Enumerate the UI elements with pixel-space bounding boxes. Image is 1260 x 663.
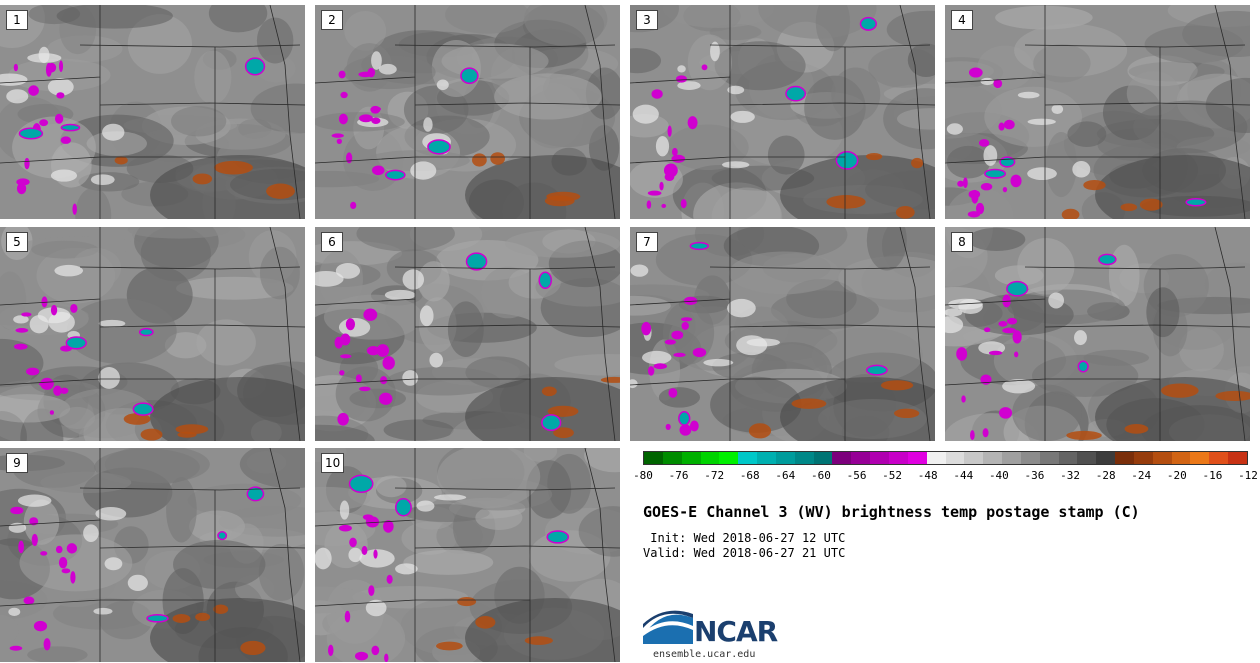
colorbar-tick: -68 [739,469,760,482]
colorbar-segment [1171,452,1191,464]
colorbar-tick: -24 [1131,469,1152,482]
map-panel: 9 [0,448,305,662]
colorbar-segment [832,452,852,464]
colorbar-segment [738,452,758,464]
map-panel: 5 [0,227,305,441]
panel-number-label: 4 [951,10,973,30]
water-vapor-map [0,5,305,219]
colorbar-segment [794,452,814,464]
map-panel: 10 [315,448,620,662]
colorbar-segment [719,452,739,464]
colorbar-tick: -16 [1202,469,1223,482]
colorbar-segment [775,452,795,464]
panel-number-label: 5 [6,232,28,252]
colorbar-tick-labels: -80 -76 -72 -68 -64 -60 -56 -52 -48 -44 -40 -36 -32 -… [633,469,1258,483]
colorbar-tick: -56 [846,469,867,482]
colorbar-segment [983,452,1003,464]
water-vapor-map [315,5,620,219]
colorbar-segment [1058,452,1078,464]
colorbar-tick: -60 [811,469,831,482]
ncar-logo: NCAR ensemble.ucar.edu [643,606,803,662]
panel-number-label: 9 [6,453,28,473]
figure-title: GOES-E Channel 3 (WV) brightness temp po… [643,503,1140,521]
map-panel: 3 [630,5,935,219]
colorbar-segment [907,452,927,464]
map-panel: 6 [315,227,620,441]
water-vapor-map [315,448,620,662]
colorbar-tick: -44 [953,469,974,482]
water-vapor-map [945,227,1250,441]
water-vapor-map [945,5,1250,219]
colorbar-segment [1002,452,1021,464]
colorbar-tick: -32 [1060,469,1080,482]
valid-time: Valid: Wed 2018-06-27 21 UTC [643,546,846,560]
colorbar-segment [1039,452,1059,464]
colorbar-segment [700,452,720,464]
colorbar-segment [662,452,682,464]
panel-number-label: 10 [321,453,345,473]
colorbar-tick: -12 [1238,469,1258,482]
colorbar-segment [644,452,663,464]
panel-number-label: 8 [951,232,973,252]
colorbar-tick: -40 [988,469,1009,482]
colorbar-segment [1077,452,1097,464]
colorbar-segment [1020,452,1040,464]
colorbar-tick: -36 [1024,469,1045,482]
ncar-logo-text: NCAR [694,615,778,648]
init-time: Init: Wed 2018-06-27 12 UTC [643,531,846,545]
panel-number-label: 3 [636,10,658,30]
colorbar-segment [1209,452,1229,464]
colorbar-tick: -28 [1095,469,1116,482]
panel-number-label: 6 [321,232,343,252]
colorbar-segment [926,452,946,464]
map-panel: 8 [945,227,1250,441]
colorbar-tick: -76 [668,469,689,482]
colorbar-segment [945,452,965,464]
colorbar-segment [813,452,833,464]
water-vapor-map [630,5,935,219]
colorbar-segment [681,452,701,464]
colorbar-tick: -72 [704,469,725,482]
ncar-swoosh-icon [643,610,693,644]
colorbar-segment [1133,452,1153,464]
colorbar-tick: -48 [917,469,938,482]
water-vapor-map [0,448,305,662]
colorbar-segment [964,452,984,464]
water-vapor-map [0,227,305,441]
colorbar-segment [870,452,889,464]
colorbar-segment [757,452,776,464]
colorbar-segment [888,452,908,464]
colorbar-segment [1115,452,1134,464]
map-panel: 7 [630,227,935,441]
colorbar-segment [1096,452,1116,464]
map-panel: 1 [0,5,305,219]
map-panel: 2 [315,5,620,219]
colorbar-segment [1152,452,1172,464]
panel-number-label: 7 [636,232,658,252]
colorbar-tick: -64 [775,469,796,482]
colorbar-segment [1228,452,1247,464]
colorbar [643,451,1248,465]
water-vapor-map [315,227,620,441]
colorbar-tick: -20 [1166,469,1187,482]
colorbar-tick: -52 [882,469,903,482]
panel-number-label: 1 [6,10,28,30]
colorbar-tick: -80 [633,469,653,482]
panel-number-label: 2 [321,10,343,30]
map-panel: 4 [945,5,1250,219]
site-url: ensemble.ucar.edu [653,649,756,660]
water-vapor-map [630,227,935,441]
colorbar-segment [851,452,871,464]
colorbar-segment [1190,452,1210,464]
